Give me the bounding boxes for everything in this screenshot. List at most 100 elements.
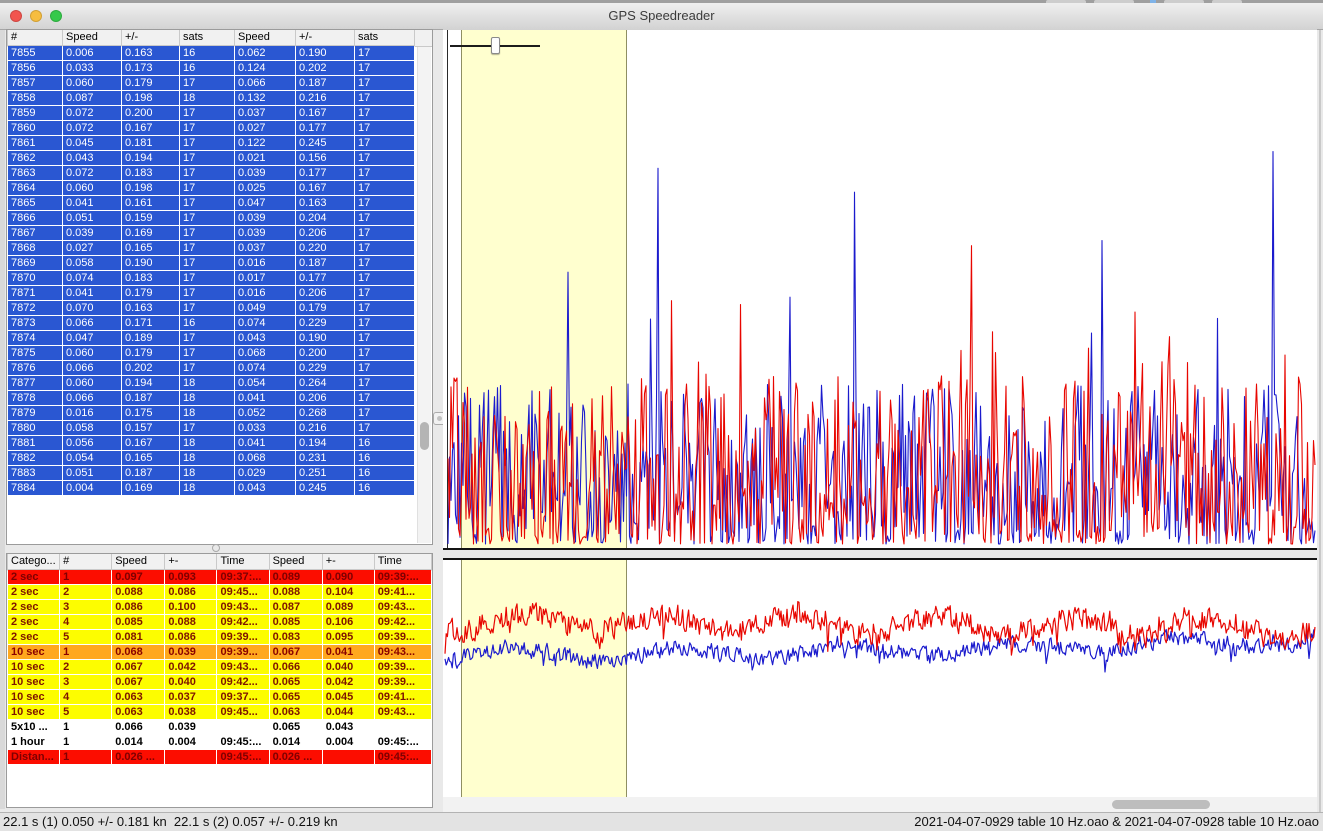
- cell[interactable]: 0.194: [121, 374, 180, 391]
- cell[interactable]: 2 sec: [7, 583, 61, 600]
- summary-row[interactable]: 2 sec 2 0.088 0.086 09:45... 0.088 0.104 09:41.…: [7, 583, 432, 600]
- cell[interactable]: 0.014: [268, 733, 323, 750]
- column-header[interactable]: Speed: [268, 554, 323, 570]
- cell[interactable]: 17: [354, 344, 415, 361]
- cell[interactable]: 7856: [7, 59, 63, 76]
- cell[interactable]: 0.088: [111, 583, 166, 600]
- cell[interactable]: 0.027: [234, 119, 296, 136]
- data-row[interactable]: 7868 0.027 0.165 17 0.037 0.220 17: [7, 239, 415, 256]
- column-header[interactable]: +/-: [295, 30, 355, 46]
- cell[interactable]: 16: [179, 59, 235, 76]
- cell[interactable]: 09:39...: [216, 643, 270, 660]
- cell[interactable]: 09:39...: [216, 628, 270, 645]
- cell[interactable]: 17: [179, 254, 235, 271]
- cell[interactable]: 17: [354, 104, 415, 121]
- cell[interactable]: 7880: [7, 419, 63, 436]
- data-row[interactable]: 7882 0.054 0.165 18 0.068 0.231 16: [7, 449, 415, 466]
- cell[interactable]: 17: [179, 224, 235, 241]
- cell[interactable]: 0.187: [295, 254, 355, 271]
- cell[interactable]: 0.052: [234, 404, 296, 421]
- cell[interactable]: 17: [179, 194, 235, 211]
- cell[interactable]: 0.181: [121, 134, 180, 151]
- cell[interactable]: 0.043: [62, 149, 122, 166]
- data-row[interactable]: 7857 0.060 0.179 17 0.066 0.187 17: [7, 74, 415, 91]
- cell[interactable]: 7882: [7, 449, 63, 466]
- cell[interactable]: 09:39...: [373, 658, 432, 675]
- cell[interactable]: 17: [354, 329, 415, 346]
- cell[interactable]: 0.074: [234, 314, 296, 331]
- minimize-button[interactable]: [30, 10, 42, 22]
- cell[interactable]: 17: [354, 359, 415, 376]
- cell[interactable]: 3: [59, 598, 113, 615]
- column-header[interactable]: #: [59, 554, 113, 570]
- data-row[interactable]: 7867 0.039 0.169 17 0.039 0.206 17: [7, 224, 415, 241]
- data-row[interactable]: 7883 0.051 0.187 18 0.029 0.251 16: [7, 464, 415, 481]
- cell[interactable]: 5: [59, 703, 113, 720]
- cell[interactable]: 0.200: [121, 104, 180, 121]
- cell[interactable]: 09:39...: [373, 628, 432, 645]
- cell[interactable]: 7884: [7, 479, 63, 496]
- cell[interactable]: 0.179: [121, 284, 180, 301]
- cell[interactable]: 7864: [7, 179, 63, 196]
- column-header[interactable]: Speed: [111, 554, 166, 570]
- cell[interactable]: 09:42...: [373, 613, 432, 630]
- cell[interactable]: 09:42...: [216, 673, 270, 690]
- cell[interactable]: 0.086: [111, 598, 166, 615]
- cell[interactable]: 0.040: [321, 658, 375, 675]
- cell[interactable]: [373, 718, 432, 735]
- data-row[interactable]: 7859 0.072 0.200 17 0.037 0.167 17: [7, 104, 415, 121]
- cell[interactable]: 0.060: [62, 74, 122, 91]
- cell[interactable]: 17: [354, 299, 415, 316]
- speed-chart[interactable]: [443, 29, 1317, 550]
- cell[interactable]: 2: [59, 583, 113, 600]
- summary-row[interactable]: 2 sec 1 0.097 0.093 09:37:... 0.089 0.090 09:39…: [7, 568, 432, 585]
- cell[interactable]: 10 sec: [7, 658, 61, 675]
- cell[interactable]: 18: [179, 479, 235, 496]
- cell[interactable]: 09:43...: [216, 598, 270, 615]
- cell[interactable]: 17: [354, 59, 415, 76]
- cell[interactable]: 0.198: [121, 89, 180, 106]
- summary-row[interactable]: 10 sec 2 0.067 0.042 09:43... 0.066 0.040 09:39…: [7, 658, 432, 675]
- cell[interactable]: 17: [179, 164, 235, 181]
- cell[interactable]: 17: [354, 134, 415, 151]
- cell[interactable]: 0.245: [295, 134, 355, 151]
- cell[interactable]: 0.122: [234, 134, 296, 151]
- cell[interactable]: 17: [179, 284, 235, 301]
- cell[interactable]: 0.156: [295, 149, 355, 166]
- data-row[interactable]: 7864 0.060 0.198 17 0.025 0.167 17: [7, 179, 415, 196]
- cell[interactable]: 0.124: [234, 59, 296, 76]
- cell[interactable]: 09:42...: [216, 613, 270, 630]
- cell[interactable]: 7868: [7, 239, 63, 256]
- cell[interactable]: 0.041: [321, 643, 375, 660]
- cell[interactable]: 0.177: [295, 164, 355, 181]
- data-row[interactable]: 7861 0.045 0.181 17 0.122 0.245 17: [7, 134, 415, 151]
- summary-row[interactable]: 1 hour 1 0.014 0.004 09:45:... 0.014 0.004 09:4…: [7, 733, 432, 750]
- cell[interactable]: 17: [354, 89, 415, 106]
- cell[interactable]: 0.041: [62, 284, 122, 301]
- cell[interactable]: 0.029: [234, 464, 296, 481]
- summary-row[interactable]: 10 sec 4 0.063 0.037 09:37... 0.065 0.045 09:41…: [7, 688, 432, 705]
- cell[interactable]: 0.245: [295, 479, 355, 496]
- cell[interactable]: 0.086: [164, 628, 218, 645]
- summary-row[interactable]: Distan... 1 0.026 ... 09:45:... 0.026 ... 09:…: [7, 748, 432, 765]
- cell[interactable]: 1: [59, 643, 113, 660]
- cell[interactable]: 0.004: [62, 479, 122, 496]
- cell[interactable]: 0.044: [321, 703, 375, 720]
- data-row[interactable]: 7869 0.058 0.190 17 0.016 0.187 17: [7, 254, 415, 271]
- cell[interactable]: 17: [179, 344, 235, 361]
- cell[interactable]: 0.039: [234, 209, 296, 226]
- cell[interactable]: 10 sec: [7, 688, 61, 705]
- cell[interactable]: 1 hour: [7, 733, 61, 750]
- cell[interactable]: 0.063: [268, 703, 323, 720]
- cell[interactable]: 0.093: [164, 568, 218, 585]
- cell[interactable]: 0.087: [62, 89, 122, 106]
- cell[interactable]: 0.085: [111, 613, 166, 630]
- close-button[interactable]: [10, 10, 22, 22]
- cell[interactable]: Distan...: [7, 748, 61, 765]
- cell[interactable]: 17: [354, 284, 415, 301]
- cell[interactable]: 0.040: [164, 673, 218, 690]
- cell[interactable]: 17: [179, 104, 235, 121]
- cell[interactable]: 0.187: [121, 464, 180, 481]
- cell[interactable]: 7876: [7, 359, 63, 376]
- cell[interactable]: 0.194: [121, 149, 180, 166]
